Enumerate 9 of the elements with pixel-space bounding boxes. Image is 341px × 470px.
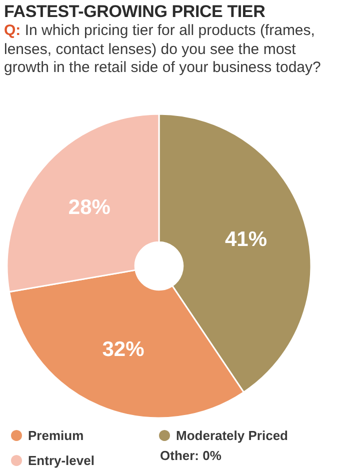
data-label: 28% — [68, 196, 111, 219]
text: Other: 0% — [160, 448, 222, 463]
chart-title: FASTEST-GROWING PRICE TIER — [4, 2, 266, 22]
data-label: 41% — [224, 228, 268, 252]
legend-label: Moderately Priced — [176, 428, 288, 443]
legend-label: Entry-level — [28, 453, 94, 468]
legend-label: Premium — [28, 428, 84, 443]
data-label: 32% — [102, 338, 145, 362]
chart-subtitle: Q: In which pricing tier for all products (frames, lenses, contact lenses) do you see the most growth in the retail side of your business today? — [4, 22, 322, 78]
